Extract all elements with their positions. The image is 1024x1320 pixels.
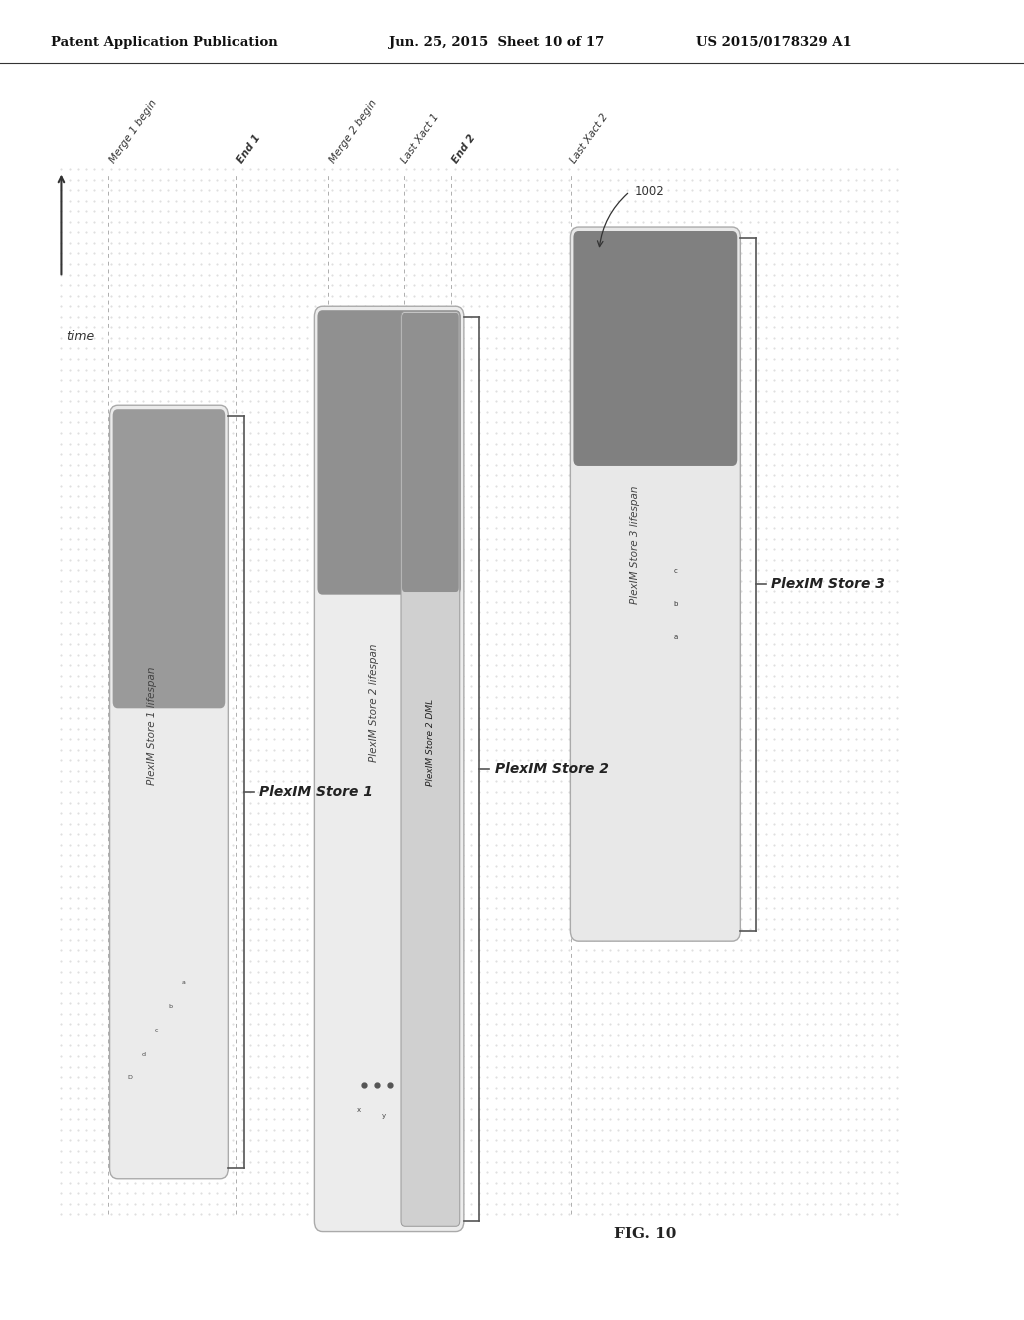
Text: c: c — [155, 1028, 159, 1032]
FancyBboxPatch shape — [317, 310, 461, 594]
Text: Patent Application Publication: Patent Application Publication — [51, 36, 278, 49]
Text: PlexIM Store 3: PlexIM Store 3 — [771, 577, 885, 591]
Text: b: b — [674, 601, 678, 607]
Text: PlexIM Store 3 lifespan: PlexIM Store 3 lifespan — [630, 486, 640, 603]
FancyBboxPatch shape — [314, 306, 464, 1232]
Text: PlexIM Store 2: PlexIM Store 2 — [495, 762, 608, 776]
FancyBboxPatch shape — [113, 409, 225, 709]
Text: PlexIM Store 2 DML: PlexIM Store 2 DML — [426, 698, 435, 787]
FancyBboxPatch shape — [110, 405, 228, 1179]
Text: a: a — [181, 981, 185, 985]
Text: d: d — [141, 1052, 145, 1056]
Text: Merge 1 begin: Merge 1 begin — [108, 98, 159, 165]
Text: US 2015/0178329 A1: US 2015/0178329 A1 — [696, 36, 852, 49]
Text: Jun. 25, 2015  Sheet 10 of 17: Jun. 25, 2015 Sheet 10 of 17 — [389, 36, 604, 49]
FancyBboxPatch shape — [401, 312, 460, 1226]
Text: Last Xact 1: Last Xact 1 — [399, 112, 441, 165]
Text: time: time — [67, 330, 95, 343]
Text: Last Xact 2: Last Xact 2 — [568, 112, 610, 165]
Text: x: x — [356, 1106, 360, 1113]
Text: a: a — [674, 634, 678, 640]
Text: PlexIM Store 1: PlexIM Store 1 — [259, 785, 373, 799]
FancyBboxPatch shape — [570, 227, 740, 941]
Text: End 1: End 1 — [236, 132, 262, 165]
Text: c: c — [674, 568, 678, 574]
FancyBboxPatch shape — [402, 313, 459, 591]
Text: End 2: End 2 — [451, 132, 477, 165]
Text: FIG. 10: FIG. 10 — [614, 1228, 676, 1241]
FancyBboxPatch shape — [573, 231, 737, 466]
Text: b: b — [168, 1005, 172, 1008]
Text: 1002: 1002 — [635, 185, 665, 198]
Text: PlexIM Store 2 lifespan: PlexIM Store 2 lifespan — [369, 644, 379, 762]
Text: PlexIM Store 1 lifespan: PlexIM Store 1 lifespan — [146, 667, 157, 785]
Text: Merge 2 begin: Merge 2 begin — [328, 98, 379, 165]
Text: y: y — [382, 1113, 386, 1119]
Text: D: D — [128, 1076, 132, 1080]
